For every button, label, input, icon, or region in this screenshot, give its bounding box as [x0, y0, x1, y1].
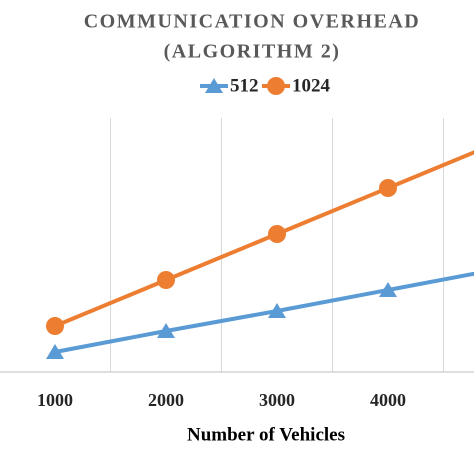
legend-marker — [267, 77, 285, 95]
x-tick-label: 2000 — [148, 390, 184, 410]
data-point — [268, 303, 286, 318]
x-tick-label: 4000 — [370, 390, 406, 410]
data-point — [157, 323, 175, 338]
x-tick-label: 1000 — [37, 390, 73, 410]
data-point — [46, 317, 64, 335]
data-point — [379, 282, 397, 297]
data-point — [268, 225, 286, 243]
legend-label: 512 — [230, 75, 259, 96]
series-line — [54, 271, 474, 354]
legend-marker — [205, 78, 223, 93]
legend-label: 1024 — [292, 75, 331, 96]
chart-title: COMMUNICATION OVERHEAD — [84, 11, 421, 33]
x-tick-label: 3000 — [259, 390, 295, 410]
data-point — [379, 179, 397, 197]
chart-title: (ALGORITHM 2) — [164, 41, 341, 63]
series-line — [54, 150, 474, 328]
data-point — [157, 271, 175, 289]
data-point — [46, 344, 64, 359]
x-axis-title: Number of Vehicles — [187, 424, 345, 445]
